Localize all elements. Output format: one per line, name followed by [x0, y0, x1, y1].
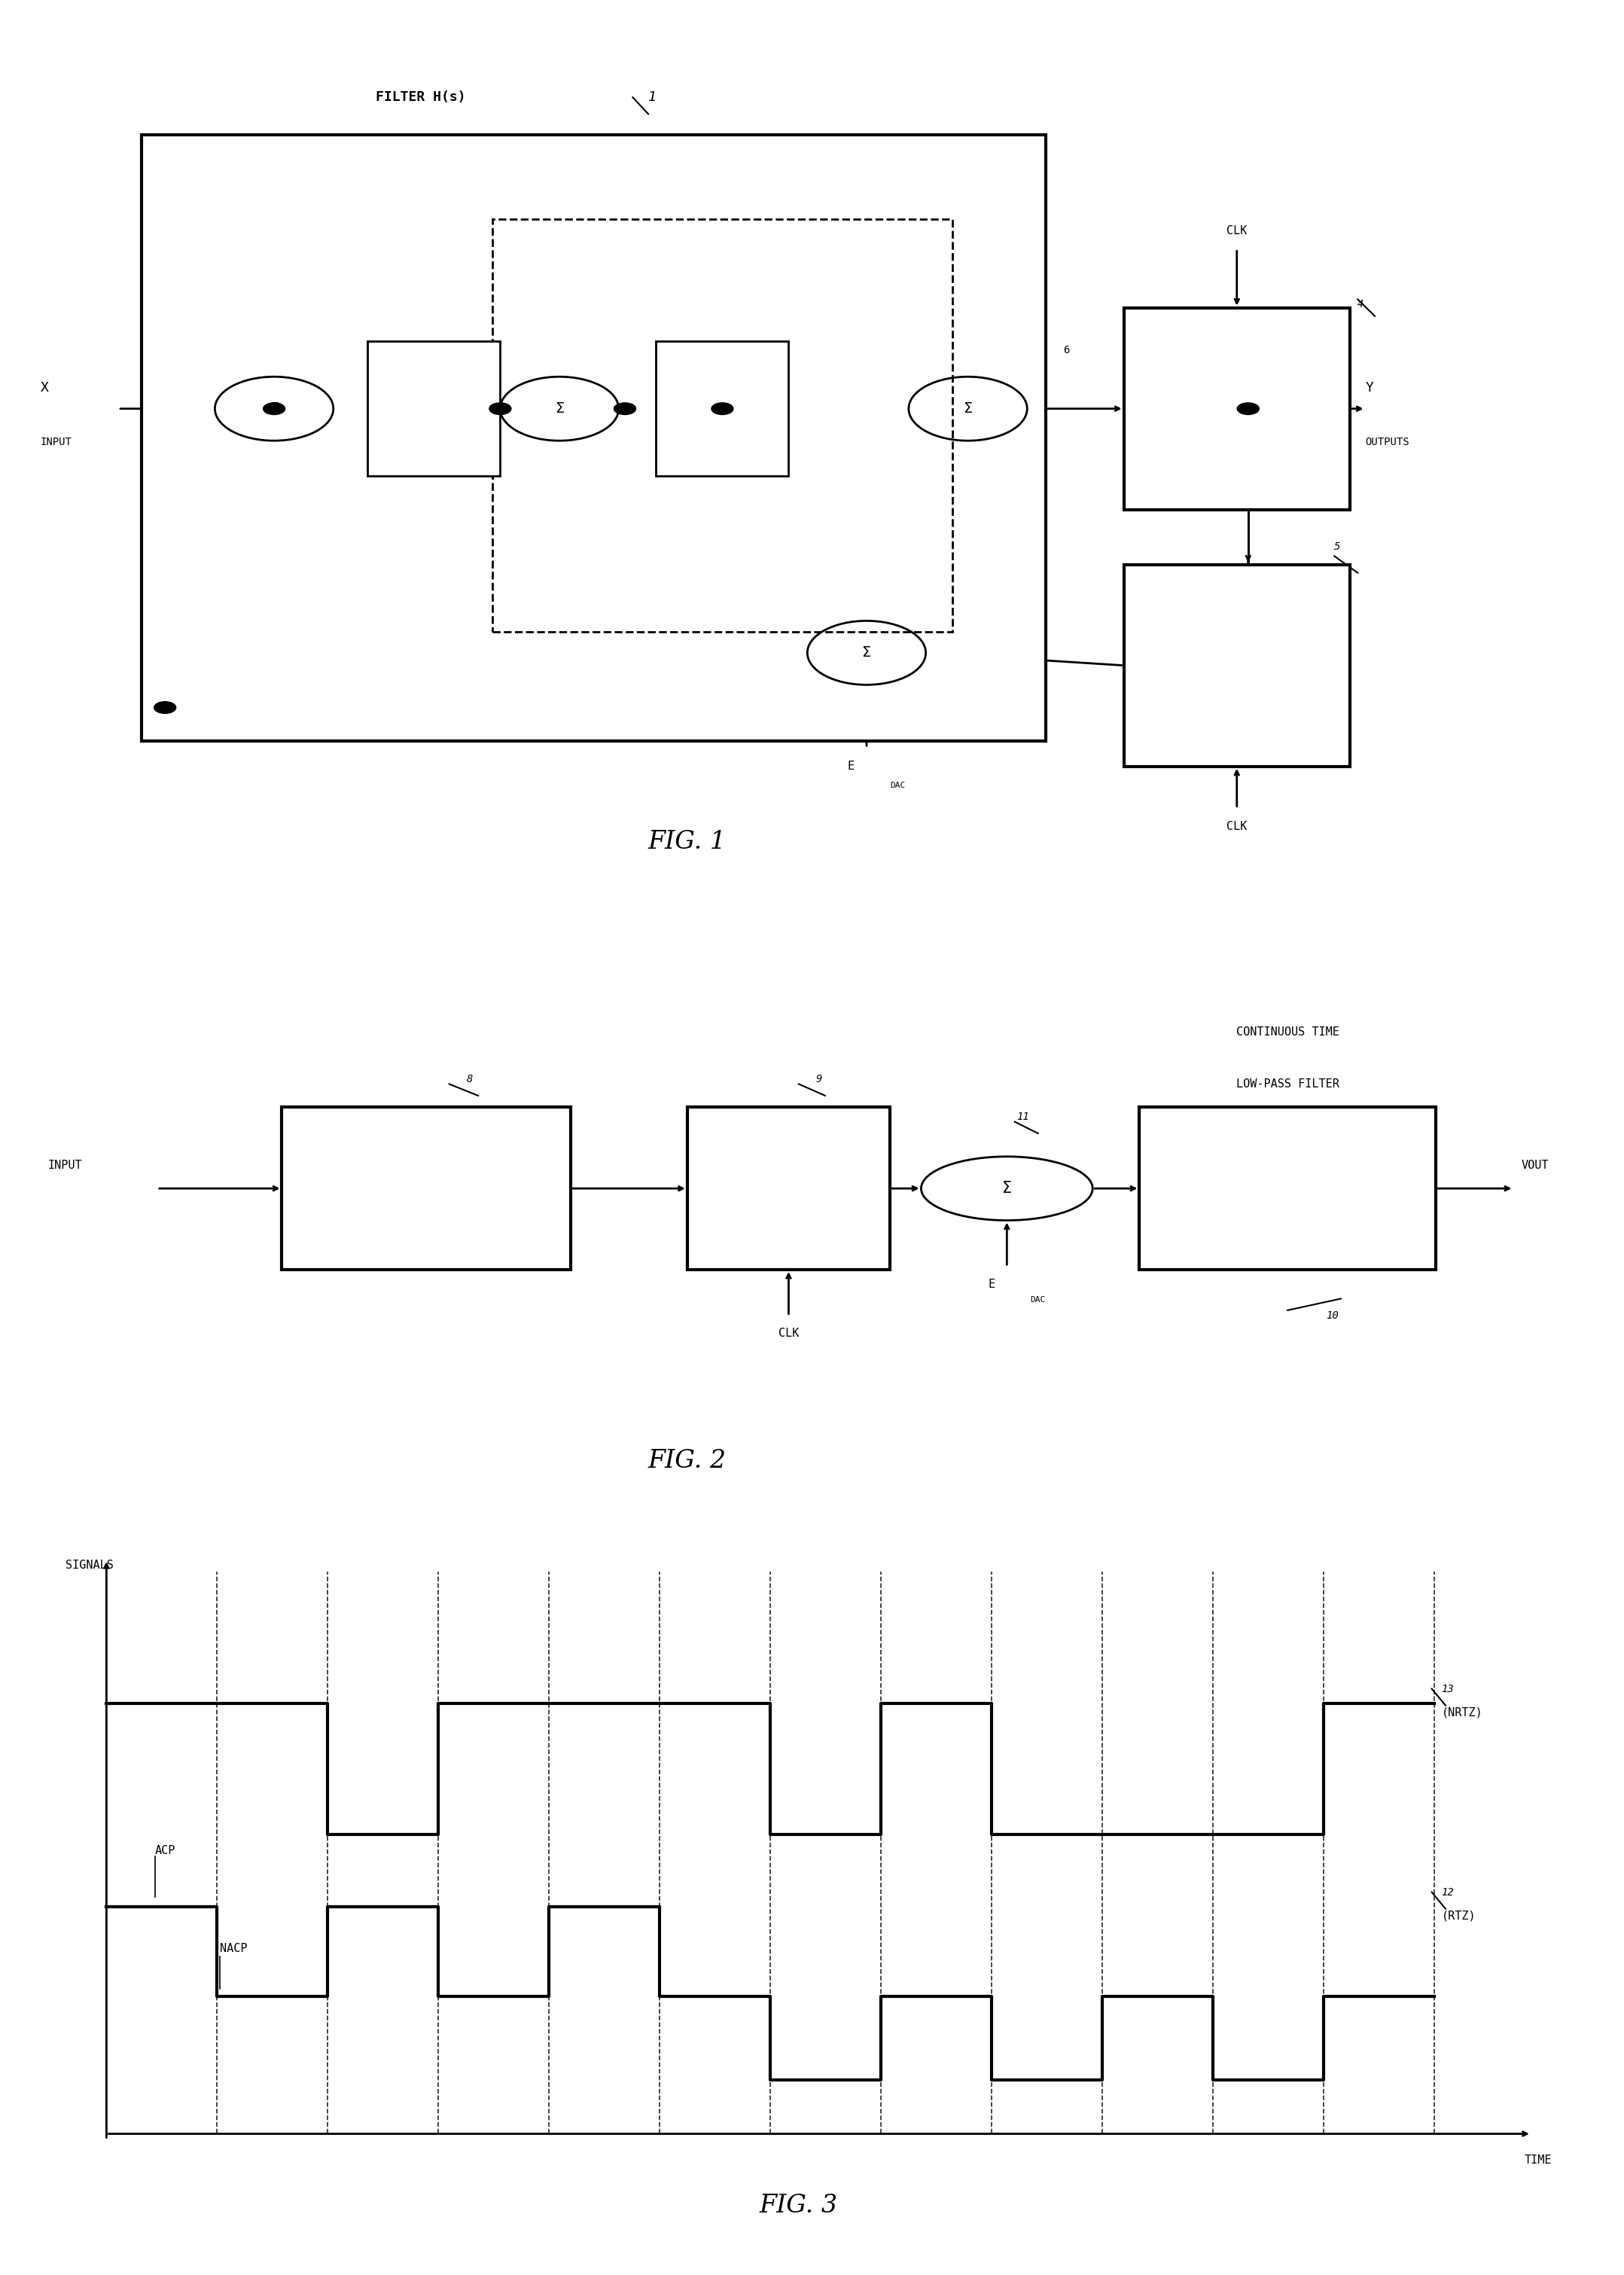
Text: FILTER H(s): FILTER H(s): [375, 91, 466, 105]
Text: SIGNALS: SIGNALS: [67, 1561, 114, 1572]
Text: $\Sigma$: $\Sigma$: [963, 403, 973, 416]
Text: 3: 3: [552, 346, 559, 355]
Text: $\Sigma$: $\Sigma$: [1002, 1181, 1012, 1197]
Text: INPUT: INPUT: [49, 1160, 83, 1172]
Bar: [1124, 307, 1350, 510]
Text: 4: 4: [1358, 300, 1364, 309]
Text: E: E: [934, 282, 940, 293]
Circle shape: [1237, 403, 1259, 414]
Text: NACP: NACP: [219, 1943, 247, 1954]
Text: DAC: DAC: [1030, 1297, 1046, 1304]
Text: FIG. 2: FIG. 2: [648, 1449, 726, 1474]
Text: DIGITAL ΣΔ: DIGITAL ΣΔ: [385, 1181, 468, 1194]
Text: ADC
N BITS: ADC N BITS: [1212, 394, 1262, 423]
Text: DAC: DAC: [976, 309, 991, 318]
Text: (RTZ): (RTZ): [1442, 1911, 1476, 1922]
Circle shape: [489, 403, 512, 414]
Bar: [687, 1108, 890, 1269]
Text: DAC: DAC: [890, 783, 905, 789]
Text: DAC
N BITS: DAC N BITS: [763, 1174, 814, 1203]
Text: INPUT: INPUT: [41, 437, 71, 448]
Text: ACP: ACP: [154, 1845, 175, 1856]
Text: LOW-PASS FILTER: LOW-PASS FILTER: [1236, 1078, 1340, 1090]
Text: OUTPUTS: OUTPUTS: [1366, 437, 1410, 448]
Bar: [656, 341, 789, 475]
Text: 10: 10: [1325, 1310, 1338, 1322]
Bar: [141, 134, 1046, 742]
Text: 11: 11: [1017, 1110, 1028, 1122]
Text: 9: 9: [815, 1074, 822, 1083]
Text: VOUT: VOUT: [1522, 1160, 1549, 1172]
Text: Y: Y: [1366, 380, 1374, 394]
Text: INTEG: INTEG: [421, 457, 447, 464]
Text: 7: 7: [870, 705, 877, 717]
Bar: [492, 218, 952, 632]
Text: 2: 2: [778, 318, 784, 328]
Circle shape: [614, 403, 637, 414]
Text: -1: -1: [260, 475, 273, 485]
Text: X: X: [41, 380, 49, 394]
Text: CLK: CLK: [1226, 821, 1247, 833]
Circle shape: [263, 403, 286, 414]
Circle shape: [154, 701, 175, 714]
Text: 1: 1: [648, 91, 656, 105]
Text: 13: 13: [1442, 1683, 1453, 1695]
Text: CONTINUOUS TIME: CONTINUOUS TIME: [1236, 1026, 1340, 1037]
Text: TIME: TIME: [1525, 2154, 1553, 2166]
Text: 12: 12: [1442, 1886, 1453, 1897]
Text: 2: 2: [489, 318, 495, 328]
Text: E: E: [848, 760, 854, 771]
Bar: [1140, 1108, 1436, 1269]
Text: DAC
N BITS: DAC N BITS: [1212, 651, 1262, 680]
Text: 5: 5: [1335, 541, 1340, 553]
Bar: [1124, 564, 1350, 767]
Text: $\Sigma$: $\Sigma$: [270, 403, 279, 416]
Text: E: E: [987, 1279, 996, 1290]
Text: $\Sigma$: $\Sigma$: [554, 403, 564, 416]
Text: 3: 3: [266, 346, 273, 355]
Text: FIG. 3: FIG. 3: [758, 2193, 838, 2218]
Circle shape: [711, 403, 734, 414]
Text: 2: 2: [450, 346, 456, 355]
Text: $\Sigma$: $\Sigma$: [862, 646, 872, 660]
Text: CLK: CLK: [778, 1329, 799, 1340]
Text: 6: 6: [1064, 346, 1069, 355]
Bar: [283, 1108, 570, 1269]
Text: FIG. 1: FIG. 1: [648, 830, 726, 853]
Bar: [367, 341, 500, 475]
Text: (NRTZ): (NRTZ): [1442, 1706, 1483, 1718]
Text: CLK: CLK: [1226, 225, 1247, 237]
Text: 8: 8: [466, 1074, 473, 1083]
